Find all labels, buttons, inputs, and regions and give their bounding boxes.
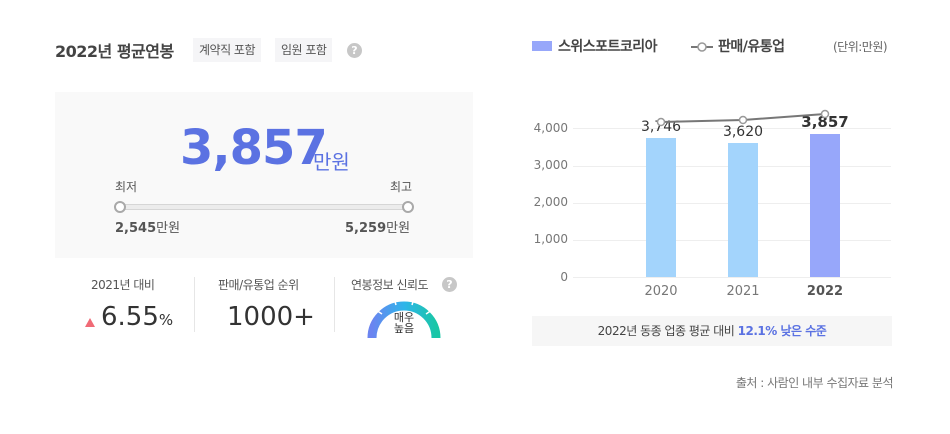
- tag-executive-included: 임원 포함: [275, 38, 333, 62]
- industry-line: [656, 109, 830, 127]
- x-tick: 2020: [644, 284, 678, 299]
- y-tick: 4,000: [533, 121, 568, 135]
- question-icon[interactable]: ?: [442, 277, 457, 292]
- industry-comparison-summary: 2022년 동종 업종 평균 대비 12.1% 낮은 수준: [532, 316, 892, 346]
- industry-rank-label: 판매/유통업 순위: [218, 278, 299, 292]
- gridline: [573, 128, 891, 129]
- average-salary-unit: 만원: [313, 150, 350, 174]
- bar-2021[interactable]: [728, 143, 758, 277]
- x-tick: 2022: [806, 284, 844, 299]
- min-knob: [114, 201, 126, 213]
- bar-label-2022: 3,857: [801, 113, 849, 131]
- bar-label-2020: 3,746: [640, 119, 682, 135]
- legend-company-swatch: [532, 41, 552, 51]
- y-tick: 3,000: [533, 158, 568, 172]
- bar-2020[interactable]: [646, 138, 676, 277]
- bar-label-2021: 3,620: [722, 124, 764, 140]
- x-tick: 2021: [726, 284, 760, 299]
- average-salary-value: 3,857: [180, 120, 328, 176]
- legend-company: 스위스포트코리아: [558, 39, 658, 55]
- source-note: 출처 : 사람인 내부 수집자료 분석: [735, 376, 894, 390]
- y-tick: 2,000: [533, 195, 568, 209]
- up-triangle-icon: [85, 318, 95, 327]
- yoy-value: 6.55%: [101, 302, 174, 332]
- question-icon[interactable]: ?: [347, 43, 362, 58]
- bar-2022[interactable]: [810, 134, 840, 277]
- max-label: 최고: [390, 180, 413, 194]
- reliability-value: 매우 높음: [393, 311, 415, 335]
- max-knob: [402, 201, 414, 213]
- legend-industry: 판매/유통업: [718, 39, 785, 55]
- divider: [194, 277, 195, 332]
- reliability-gauge-icon: [367, 297, 441, 338]
- gridline: [573, 277, 891, 278]
- salary-range-track: [119, 204, 409, 210]
- max-salary: 5,259만원: [345, 221, 411, 236]
- legend-line-marker-icon: [691, 42, 713, 52]
- page-title: 2022년 평균연봉: [55, 42, 174, 61]
- unit-label: (단위:만원): [833, 40, 888, 54]
- y-tick: 0: [560, 270, 568, 284]
- salary-summary-box: [55, 92, 473, 258]
- y-tick: 1,000: [533, 232, 568, 246]
- min-label: 최저: [115, 180, 138, 194]
- reliability-label: 연봉정보 신뢰도: [351, 278, 429, 292]
- industry-rank-value: 1000+: [227, 302, 315, 332]
- tag-contract-included: 계약직 포함: [193, 38, 262, 62]
- divider: [334, 277, 335, 332]
- min-salary: 2,545만원: [115, 221, 181, 236]
- yoy-label: 2021년 대비: [91, 278, 155, 292]
